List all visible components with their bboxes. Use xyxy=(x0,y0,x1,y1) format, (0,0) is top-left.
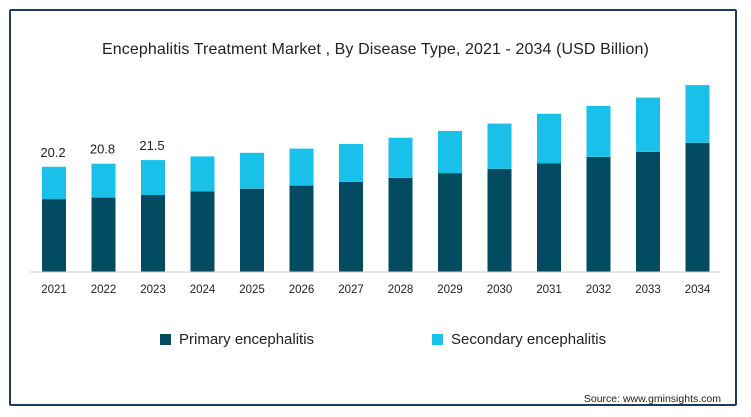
bar-primary-2026 xyxy=(289,185,314,272)
bar-primary-2021 xyxy=(42,199,66,272)
bar-secondary-2031 xyxy=(537,113,561,164)
bar-secondary-2034 xyxy=(685,85,710,143)
legend-item-primary: Primary encephalitis xyxy=(160,331,314,348)
source-note: Source: www.gminsights.com xyxy=(583,393,721,405)
bar-primary-2033 xyxy=(636,151,660,272)
x-tick-labels: 2021 2022 2023 2024 2025 2026 2027 2028 2029 2030… xyxy=(41,284,711,296)
x-tick-label-2031: 2031 xyxy=(536,284,562,296)
x-tick-label-2034: 2034 xyxy=(685,284,711,296)
bar-primary-2028 xyxy=(388,177,413,272)
bar-secondary-2030 xyxy=(487,123,512,169)
bar-primary-2031 xyxy=(537,163,561,272)
bars-group xyxy=(42,85,710,272)
bar-primary-2027 xyxy=(339,181,363,272)
x-tick-label-2025: 2025 xyxy=(239,284,265,296)
data-label-2021: 20.2 xyxy=(40,145,65,160)
legend-swatch-primary xyxy=(160,334,171,345)
x-tick-label-2028: 2028 xyxy=(388,284,414,296)
data-labels: 20.2 20.8 21.5 xyxy=(40,138,164,160)
legend-swatch-secondary xyxy=(432,334,443,345)
x-tick-label-2027: 2027 xyxy=(338,284,364,296)
x-tick-label-2026: 2026 xyxy=(289,284,315,296)
bar-secondary-2028 xyxy=(388,137,413,178)
x-tick-label-2033: 2033 xyxy=(635,284,661,296)
bar-secondary-2026 xyxy=(289,148,314,186)
bar-secondary-2024 xyxy=(190,156,215,192)
bar-secondary-2023 xyxy=(141,160,165,195)
chart-title: Encephalitis Treatment Market , By Disea… xyxy=(102,41,649,58)
bar-primary-2032 xyxy=(586,157,611,272)
bar-secondary-2032 xyxy=(586,105,611,157)
legend-label-primary: Primary encephalitis xyxy=(179,331,315,348)
x-tick-label-2021: 2021 xyxy=(41,284,67,296)
data-label-2023: 21.5 xyxy=(139,138,164,153)
bar-secondary-2029 xyxy=(438,130,462,174)
x-tick-label-2023: 2023 xyxy=(140,284,166,296)
x-tick-label-2024: 2024 xyxy=(190,284,216,296)
bar-primary-2029 xyxy=(438,173,462,272)
bar-primary-2034 xyxy=(685,142,710,272)
x-tick-label-2030: 2030 xyxy=(487,284,513,296)
bar-primary-2030 xyxy=(487,168,512,272)
bar-secondary-2025 xyxy=(240,152,264,189)
bar-secondary-2027 xyxy=(339,143,363,182)
bar-secondary-2033 xyxy=(636,97,660,152)
bar-secondary-2022 xyxy=(91,163,116,198)
x-tick-label-2029: 2029 xyxy=(437,284,463,296)
bar-primary-2024 xyxy=(190,191,215,272)
bar-primary-2023 xyxy=(141,195,165,272)
chart-frame xyxy=(9,9,737,406)
data-label-2022: 20.8 xyxy=(90,142,115,157)
bar-primary-2022 xyxy=(91,197,116,272)
legend-item-secondary: Secondary encephalitis xyxy=(432,331,606,348)
x-tick-label-2022: 2022 xyxy=(91,284,117,296)
legend-label-secondary: Secondary encephalitis xyxy=(451,331,607,348)
bar-primary-2025 xyxy=(240,188,264,272)
bar-secondary-2021 xyxy=(42,166,66,200)
x-tick-label-2032: 2032 xyxy=(586,284,612,296)
